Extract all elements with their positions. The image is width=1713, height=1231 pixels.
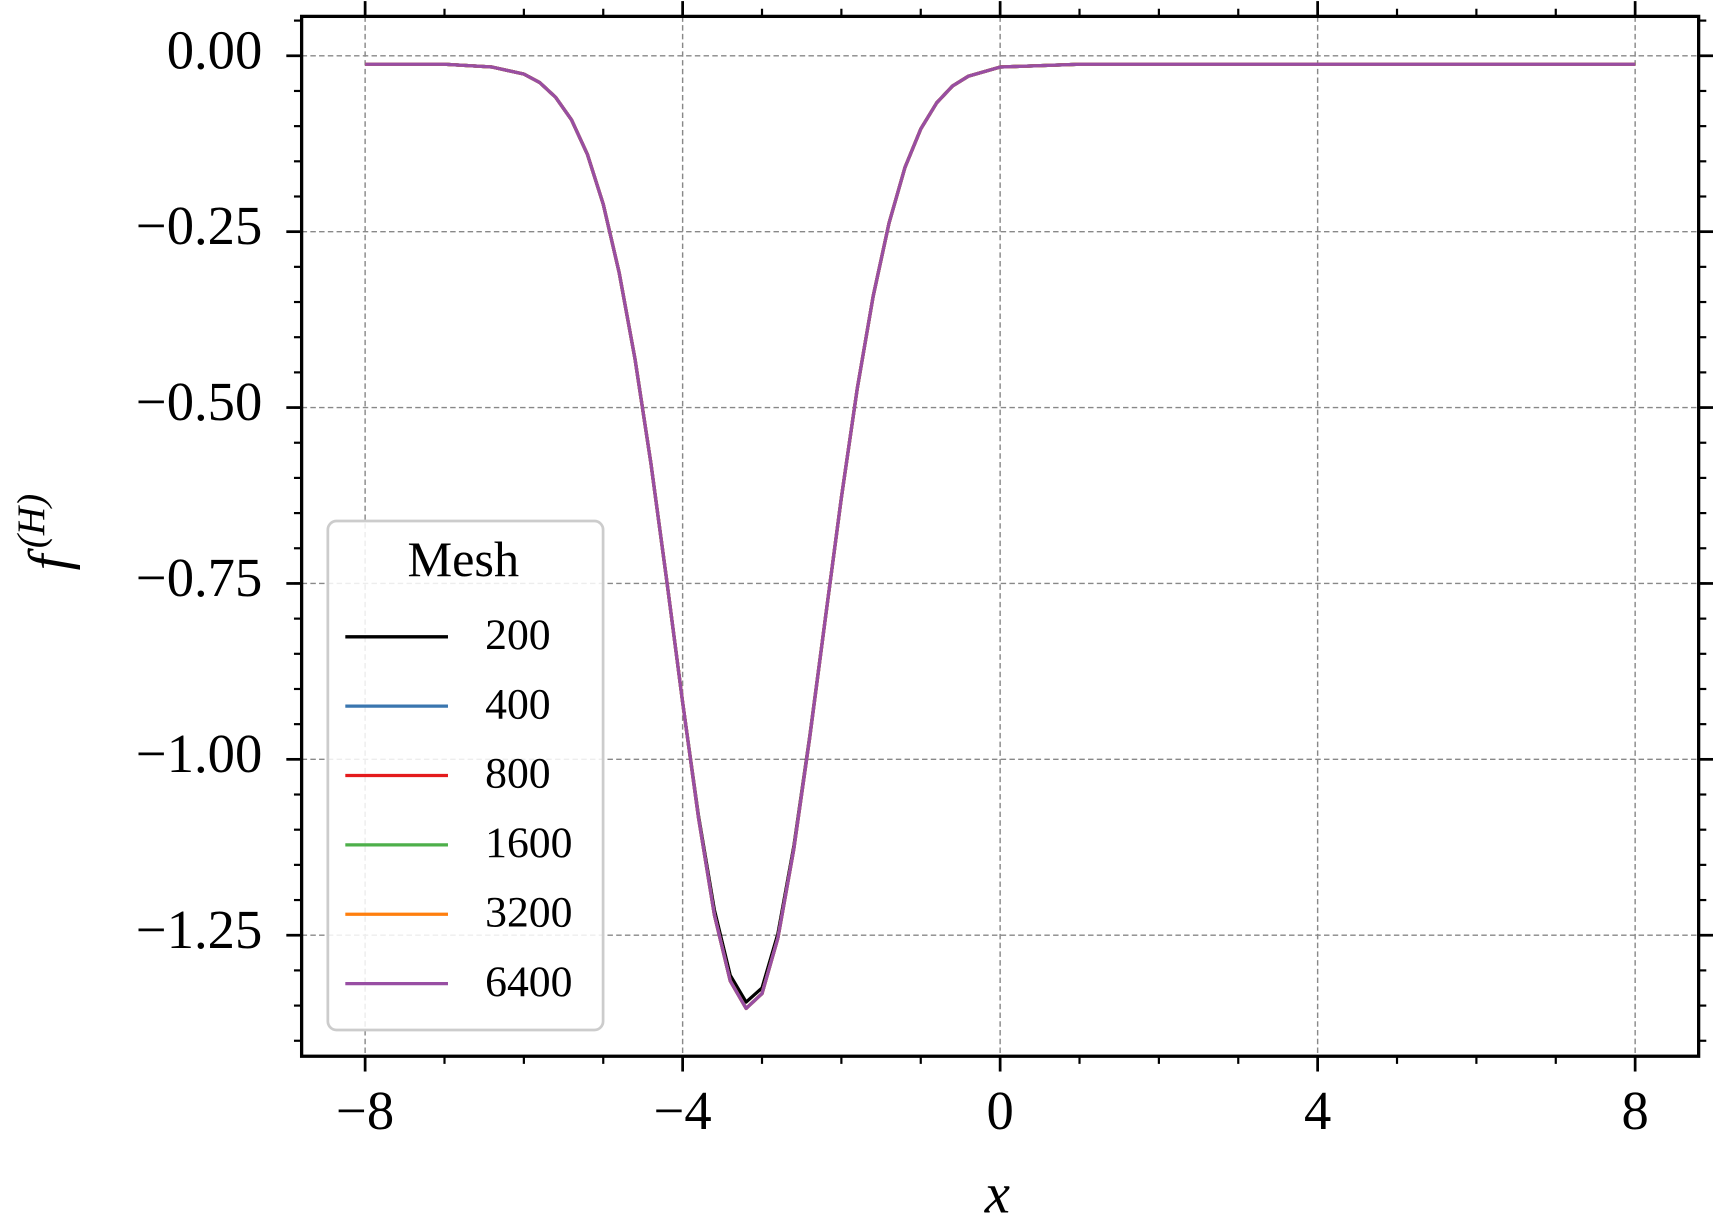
axes: −8 −4 0 4 8 0.00 −0.25 −0.50 −0.75 −1.00 −1.25	[136, 1, 1713, 1141]
x-axis-label: x	[984, 1162, 1010, 1225]
y-tick-label: −0.25	[136, 195, 262, 256]
x-tick-label: 8	[1621, 1080, 1648, 1141]
x-tick-label: 4	[1304, 1080, 1331, 1141]
legend-title: Mesh	[407, 531, 519, 587]
y-axis-label-superscript: (H)	[9, 494, 53, 549]
x-tick-label: −4	[654, 1080, 712, 1141]
y-tick-label: 0.00	[167, 19, 263, 80]
plot-frame	[299, 14, 1701, 1058]
y-axis-label: f	[18, 547, 81, 570]
legend-label: 3200	[485, 888, 572, 936]
legend-label: 6400	[485, 958, 572, 1006]
legend-label: 200	[485, 611, 551, 659]
legend-box	[326, 519, 605, 1032]
y-tick-label: −0.50	[136, 371, 262, 432]
lines	[365, 62, 1636, 1011]
y-tick-label: −1.25	[136, 899, 262, 960]
y-tick-label: −1.00	[136, 723, 262, 784]
legend-label: 1600	[485, 819, 572, 867]
grid	[301, 16, 1699, 1057]
legend: Mesh 200 400 800 1600 3200 6400	[326, 519, 605, 1032]
x-tick-label: 0	[986, 1080, 1013, 1141]
legend-label: 400	[485, 680, 551, 728]
series-line	[365, 62, 1636, 1011]
y-axis-label-group: f (H)	[9, 494, 81, 571]
legend-label: 800	[485, 750, 551, 798]
y-tick-label: −0.75	[136, 547, 262, 608]
x-tick-label: −8	[336, 1080, 394, 1141]
